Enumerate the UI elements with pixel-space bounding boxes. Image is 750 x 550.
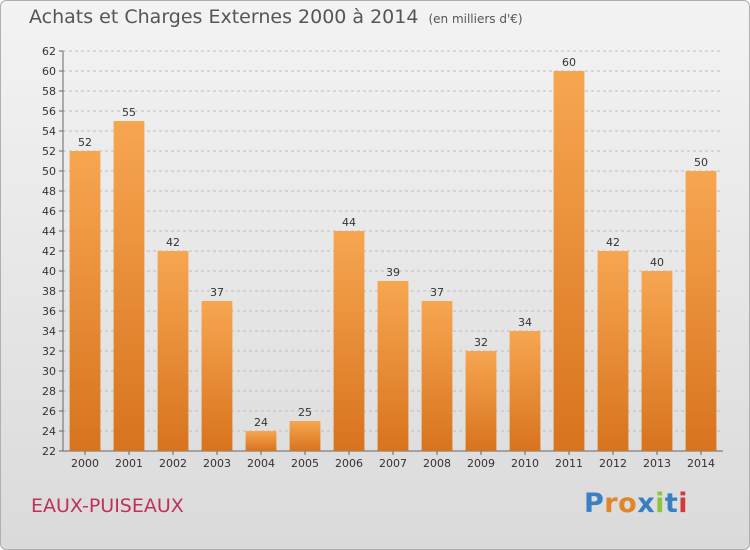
bar-value-label: 44: [342, 216, 356, 229]
bar-value-label: 25: [298, 406, 312, 419]
y-tick-label: 60: [42, 65, 56, 78]
bar: [421, 301, 453, 451]
bar: [245, 431, 277, 451]
x-tick-label: 2004: [247, 457, 275, 470]
y-tick-label: 58: [42, 85, 56, 98]
chart-title-text: Achats et Charges Externes 2000 à 2014: [29, 6, 419, 28]
bar-value-label: 42: [166, 236, 180, 249]
x-tick-label: 2014: [687, 457, 715, 470]
bar-value-label: 60: [562, 56, 576, 69]
x-tick-label: 2006: [335, 457, 363, 470]
bar: [69, 151, 101, 451]
bar-value-label: 50: [694, 156, 708, 169]
logo-letter: i: [655, 488, 665, 519]
bar-value-label: 37: [430, 286, 444, 299]
y-tick-label: 30: [42, 365, 56, 378]
bar: [377, 281, 409, 451]
x-tick-label: 2008: [423, 457, 451, 470]
bar-value-label: 40: [650, 256, 664, 269]
logo-letter: P: [584, 488, 605, 519]
y-tick-label: 40: [42, 265, 56, 278]
bar: [553, 71, 585, 451]
x-tick-label: 2003: [203, 457, 231, 470]
y-tick-label: 38: [42, 285, 56, 298]
logo-letter: r: [604, 488, 619, 519]
bar-value-label: 39: [386, 266, 400, 279]
bar: [333, 231, 365, 451]
y-tick-label: 36: [42, 305, 56, 318]
y-tick-label: 34: [42, 325, 56, 338]
bar: [685, 171, 717, 451]
y-tick-label: 46: [42, 205, 56, 218]
logo-letter: t: [664, 488, 679, 519]
bar-value-label: 42: [606, 236, 620, 249]
y-tick-label: 24: [42, 425, 56, 438]
y-tick-label: 28: [42, 385, 56, 398]
y-tick-label: 54: [42, 125, 56, 138]
x-tick-label: 2005: [291, 457, 319, 470]
x-tick-label: 2011: [555, 457, 583, 470]
x-tick-label: 2002: [159, 457, 187, 470]
bar: [509, 331, 541, 451]
x-tick-label: 2000: [71, 457, 99, 470]
bar-value-label: 34: [518, 316, 532, 329]
x-tick-label: 2013: [643, 457, 671, 470]
bar-value-label: 24: [254, 416, 268, 429]
bar-value-label: 37: [210, 286, 224, 299]
bar-value-label: 32: [474, 336, 488, 349]
y-tick-label: 32: [42, 345, 56, 358]
x-tick-label: 2012: [599, 457, 627, 470]
bar: [641, 271, 673, 451]
y-tick-label: 62: [42, 45, 56, 58]
chart-title: Achats et Charges Externes 2000 à 2014 (e…: [29, 6, 523, 28]
y-tick-label: 22: [42, 445, 56, 458]
x-tick-label: 2001: [115, 457, 143, 470]
bar-value-label: 55: [122, 106, 136, 119]
y-tick-label: 44: [42, 225, 56, 238]
x-tick-label: 2009: [467, 457, 495, 470]
bar: [201, 301, 233, 451]
bar: [289, 421, 321, 451]
bar-value-label: 52: [78, 136, 92, 149]
x-tick-label: 2007: [379, 457, 407, 470]
y-tick-label: 42: [42, 245, 56, 258]
logo-letter: i: [678, 488, 689, 519]
bar: [157, 251, 189, 451]
logo-letter: o: [618, 488, 638, 519]
y-tick-label: 56: [42, 105, 56, 118]
y-tick-label: 50: [42, 165, 56, 178]
proxiti-logo[interactable]: Proxiti: [584, 488, 688, 519]
y-tick-label: 52: [42, 145, 56, 158]
commune-name: EAUX-PUISEAUX: [31, 495, 184, 517]
bar: [465, 351, 497, 451]
y-tick-label: 48: [42, 185, 56, 198]
chart-unit-text: (en milliers d'€): [428, 12, 523, 26]
logo-letter: x: [637, 488, 656, 519]
bar: [597, 251, 629, 451]
x-tick-label: 2010: [511, 457, 539, 470]
bar: [113, 121, 145, 451]
y-tick-label: 26: [42, 405, 56, 418]
